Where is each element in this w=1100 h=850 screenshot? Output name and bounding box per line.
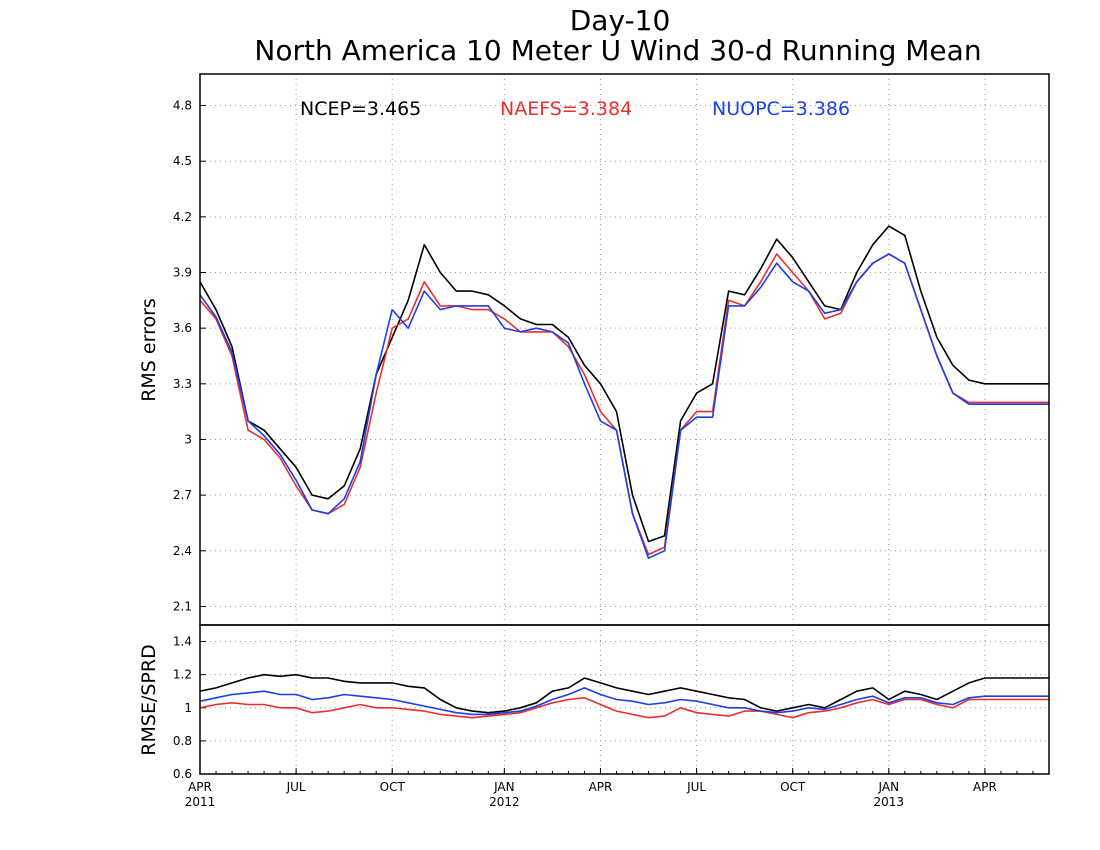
main-series-line-2 [199,253,1049,560]
x-tick-month: JAN [878,780,900,794]
x-tick-month: OCT [780,780,806,794]
sub-y-ticks: 0.6 0.8 1 1.2 1.4 [173,635,206,781]
legend-nuopc: NUOPC=3.386 [712,98,850,120]
main-plot-frame [199,73,1050,626]
legend-naefs: NAEFS=3.384 [500,98,632,120]
main-grid [200,74,1049,625]
main-series-group [199,225,1049,560]
chart-subtitle: North America 10 Meter U Wind 30-d Runni… [254,34,981,67]
sub-y-tick-label: 0.6 [173,767,192,781]
main-y-tick-label: 3.9 [173,266,192,280]
sub-series-line-2 [199,687,1049,716]
main-y-tick-label: 3.6 [173,321,192,335]
x-tick-year: 2011 [185,795,216,809]
x-tick-month: APR [188,780,212,794]
main-y-tick-label: 3 [184,432,192,446]
main-y-tick-label: 3.3 [173,377,192,391]
main-y-tick-label: 4.8 [173,99,192,113]
main-series-line-1 [199,253,1049,556]
main-y-tick-label: 2.1 [173,599,192,613]
sub-series-line-1 [199,696,1049,719]
x-tick-year: 2012 [489,795,520,809]
x-tick-month: JAN [493,780,515,794]
sub-y-tick-label: 0.8 [173,734,192,748]
main-y-axis-label: RMS errors [138,298,160,402]
x-tick-month: JUL [686,780,706,794]
main-series-line-0 [199,225,1049,543]
main-y-tick-label: 4.5 [173,154,192,168]
sub-series-line-0 [199,673,1049,714]
chart-title: Day-10 [570,4,671,37]
x-tick-year: 2013 [874,795,905,809]
sub-y-tick-label: 1.2 [173,668,192,682]
sub-plot-frame [199,624,1050,775]
legend-ncep: NCEP=3.465 [300,98,421,120]
x-tick-month: APR [973,780,997,794]
main-y-tick-label: 2.7 [173,488,192,502]
x-tick-month: JUL [286,780,306,794]
main-y-tick-label: 4.2 [173,210,192,224]
x-tick-month: APR [589,780,613,794]
sub-series-group [199,673,1049,719]
x-tick-month: OCT [380,780,406,794]
sub-y-axis-label: RMSE/SPRD [138,644,160,755]
main-y-ticks: 2.1 2.4 2.7 3 3.3 3.6 3.9 4.2 4.5 4.8 [173,99,206,613]
sub-y-tick-label: 1 [184,701,192,715]
main-y-tick-label: 2.4 [173,544,192,558]
sub-y-tick-label: 1.4 [173,635,192,649]
